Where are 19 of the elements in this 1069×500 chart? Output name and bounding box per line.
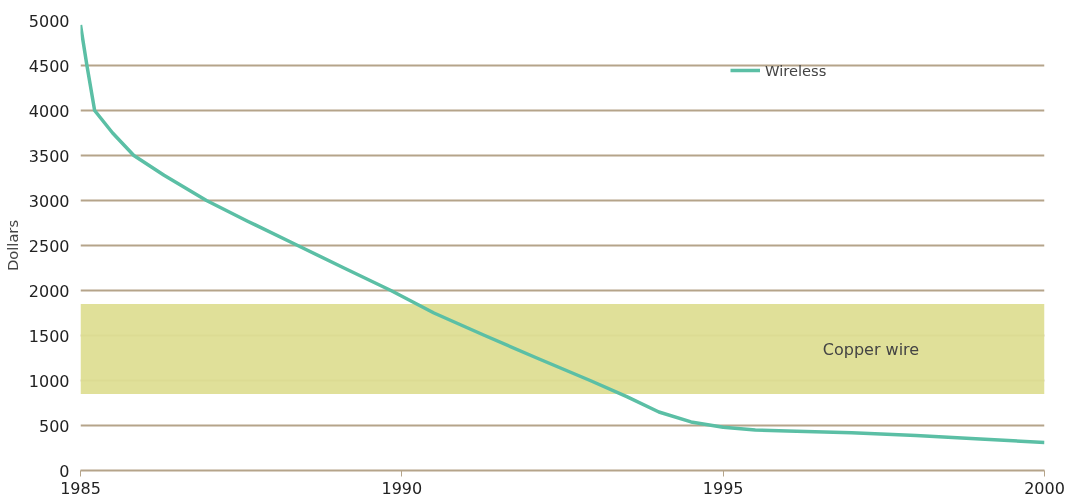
y-tick-label: 500 xyxy=(38,416,70,436)
line-series xyxy=(80,23,1045,445)
y-tick-label: 2000 xyxy=(28,281,70,301)
y-tick-label: 5000 xyxy=(28,11,70,31)
y-tick-label: 3000 xyxy=(28,191,70,211)
y-axis-title: Dollars xyxy=(3,219,21,272)
y-tick-label: 2500 xyxy=(28,236,70,256)
y-tick-label: 3500 xyxy=(28,146,70,166)
y-tick-label: 1000 xyxy=(28,371,70,391)
band-label: Copper wire xyxy=(822,339,920,359)
y-tick-label: 4000 xyxy=(28,101,70,121)
x-tick-label: 1985 xyxy=(60,478,101,498)
legend-label: Wireless xyxy=(765,61,827,79)
x-tick-label: 1995 xyxy=(702,478,744,498)
y-tick-label: 1500 xyxy=(28,326,70,346)
y-tick-label: 0 xyxy=(59,461,70,481)
x-tick-label: 2000 xyxy=(1024,478,1065,498)
y-tick-label: 4500 xyxy=(28,56,70,76)
x-tick-label: 1990 xyxy=(381,478,423,498)
